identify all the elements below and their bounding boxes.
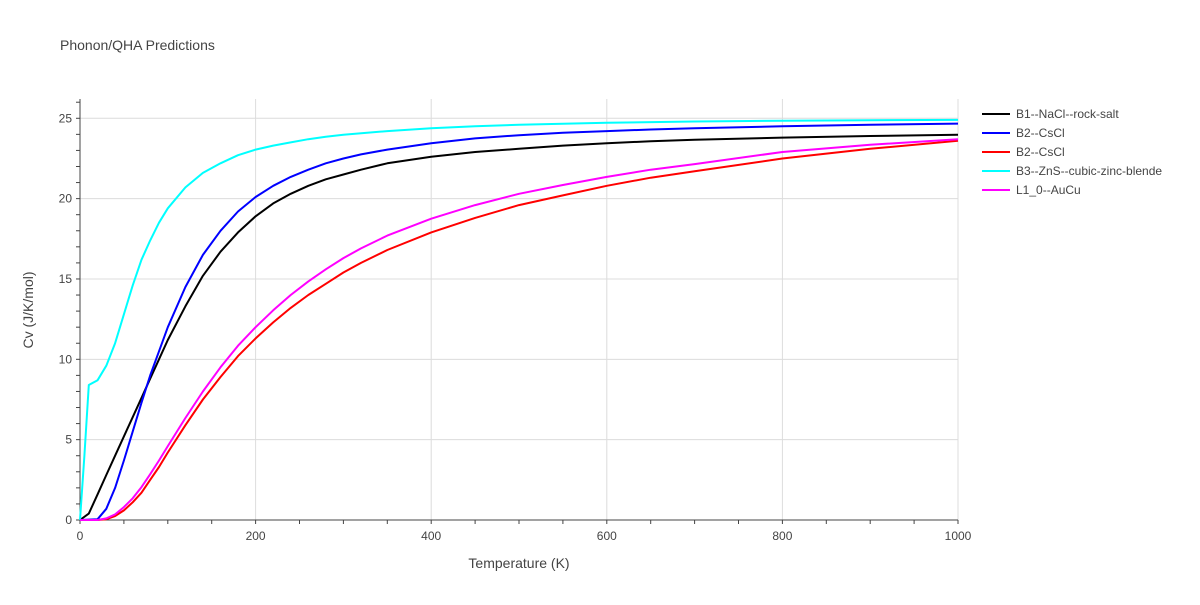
- x-tick-label: 800: [772, 529, 792, 543]
- x-tick-label: 600: [597, 529, 617, 543]
- legend-label: B2--CsCl: [1016, 126, 1065, 140]
- x-tick-label: 400: [421, 529, 441, 543]
- legend-label: B1--NaCl--rock-salt: [1016, 107, 1119, 121]
- series-line-4: [80, 138, 959, 521]
- chart-title: Phonon/QHA Predictions: [60, 37, 215, 53]
- y-tick-label: 20: [59, 192, 73, 206]
- y-tick-label: 10: [59, 352, 73, 366]
- series-line-0: [79, 133, 959, 521]
- axes: 0 200 400 600 800 1000 0 5 10 15 20 25: [59, 99, 972, 543]
- x-tick-label: 200: [246, 529, 266, 543]
- legend-item-1[interactable]: B2--CsCl: [982, 126, 1065, 140]
- legend-item-4[interactable]: L1_0--AuCu: [982, 183, 1081, 197]
- y-axis-label: Cv (J/K/mol): [20, 272, 36, 349]
- series-lines: [79, 118, 959, 521]
- legend-label: L1_0--AuCu: [1016, 183, 1081, 197]
- series-line-3: [79, 118, 959, 521]
- y-tick-label: 5: [65, 433, 72, 447]
- series-line-2: [80, 139, 959, 521]
- legend[interactable]: B1--NaCl--rock-salt B2--CsCl B2--CsCl B3--Z…: [982, 107, 1162, 197]
- y-tick-label: 15: [59, 272, 73, 286]
- legend-item-2[interactable]: B2--CsCl: [982, 145, 1065, 159]
- y-tick-label: 25: [59, 111, 73, 125]
- legend-item-0[interactable]: B1--NaCl--rock-salt: [982, 107, 1119, 121]
- legend-item-3[interactable]: B3--ZnS--cubic-zinc-blende: [982, 164, 1162, 178]
- x-tick-label: 1000: [945, 529, 972, 543]
- series-line-1: [79, 122, 959, 521]
- legend-label: B3--ZnS--cubic-zinc-blende: [1016, 164, 1162, 178]
- x-tick-label: 0: [77, 529, 84, 543]
- grid: [80, 99, 959, 520]
- x-axis-label: Temperature (K): [468, 555, 569, 571]
- y-tick-label: 0: [65, 513, 72, 527]
- legend-label: B2--CsCl: [1016, 145, 1065, 159]
